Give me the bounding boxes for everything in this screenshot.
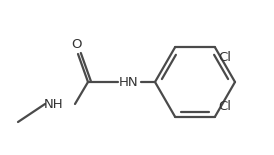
Text: HN: HN [118, 75, 138, 89]
Text: NH: NH [43, 97, 63, 111]
Text: Cl: Cl [218, 100, 231, 113]
Text: O: O [71, 38, 81, 51]
Text: Cl: Cl [218, 51, 231, 64]
